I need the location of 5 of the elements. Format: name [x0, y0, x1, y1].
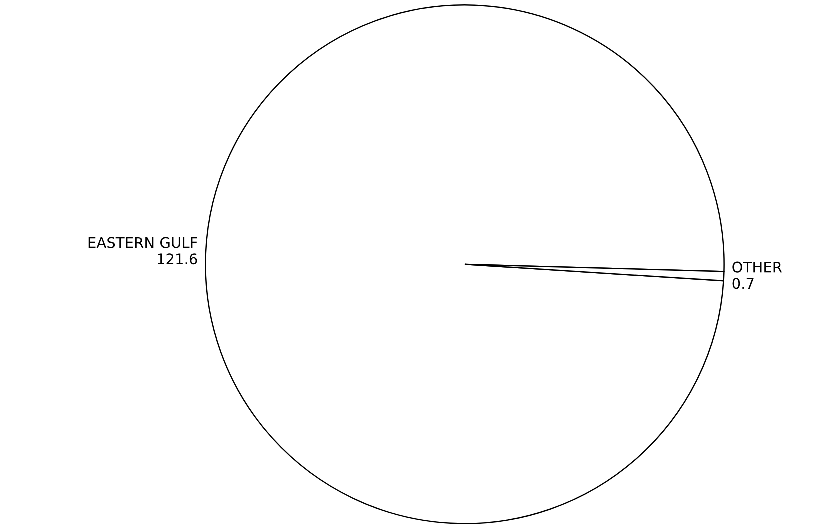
- data-label: 121.6: [158, 254, 198, 265]
- pie-slice: [205, 4, 725, 524]
- slice-label: OTHER: [732, 262, 782, 273]
- data-label: 0.7: [732, 278, 754, 290]
- slice-label: EASTERN GULF: [88, 237, 198, 248]
